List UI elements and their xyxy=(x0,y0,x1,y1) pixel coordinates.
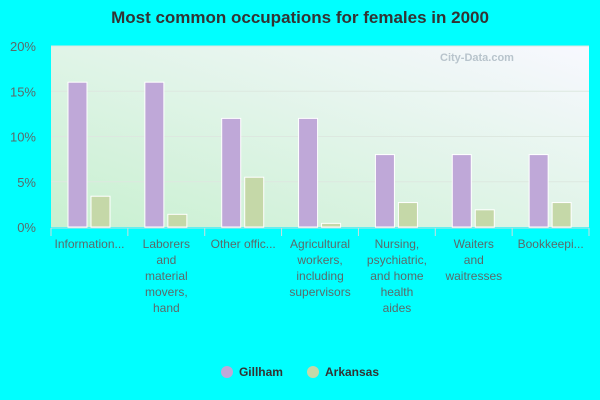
legend-swatch xyxy=(306,366,319,378)
bar-gillham[interactable] xyxy=(67,81,88,228)
legend-swatch xyxy=(220,366,233,378)
bar-gillham[interactable] xyxy=(374,154,395,228)
x-tick-label: Information... xyxy=(54,237,125,251)
legend: Gillham Arkansas xyxy=(0,365,600,381)
x-tick-label: Agricultural workers, including supervis… xyxy=(289,237,351,299)
y-tick-label: 20% xyxy=(10,39,36,54)
chart-title: Most common occupations for females in 2… xyxy=(111,8,489,27)
legend-label: Arkansas xyxy=(324,365,380,379)
x-tick-label: Laborers and material movers, hand xyxy=(142,237,191,315)
bar-arkansas[interactable] xyxy=(90,195,111,228)
bar-gillham[interactable] xyxy=(298,117,319,228)
x-tick-label: Other offic... xyxy=(210,237,276,251)
y-tick-label: 0% xyxy=(17,220,36,235)
bar-gillham[interactable] xyxy=(144,81,165,228)
y-tick-label: 5% xyxy=(17,175,36,190)
x-tick-label: Bookkeepi... xyxy=(517,237,584,251)
bar-gillham[interactable] xyxy=(221,117,242,228)
bar-arkansas[interactable] xyxy=(551,202,572,228)
legend-label: Gillham xyxy=(238,365,283,379)
legend-item-arkansas[interactable]: Arkansas xyxy=(306,365,380,379)
x-tick-label: Nursing, psychiatric, and home health ai… xyxy=(366,237,427,315)
legend-item-gillham[interactable]: Gillham xyxy=(220,365,283,379)
bar-arkansas[interactable] xyxy=(321,222,342,228)
y-tick-label: 10% xyxy=(10,130,36,145)
bar-arkansas[interactable] xyxy=(244,176,265,228)
x-tick-label: Waiters and waitresses xyxy=(445,237,503,283)
bar-gillham[interactable] xyxy=(451,154,472,228)
watermark: City-Data.com xyxy=(440,52,514,64)
bar-arkansas[interactable] xyxy=(397,202,418,228)
bar-gillham[interactable] xyxy=(528,154,549,228)
bar-arkansas[interactable] xyxy=(167,213,188,228)
bar-arkansas[interactable] xyxy=(474,209,495,228)
y-tick-label: 15% xyxy=(10,84,36,99)
